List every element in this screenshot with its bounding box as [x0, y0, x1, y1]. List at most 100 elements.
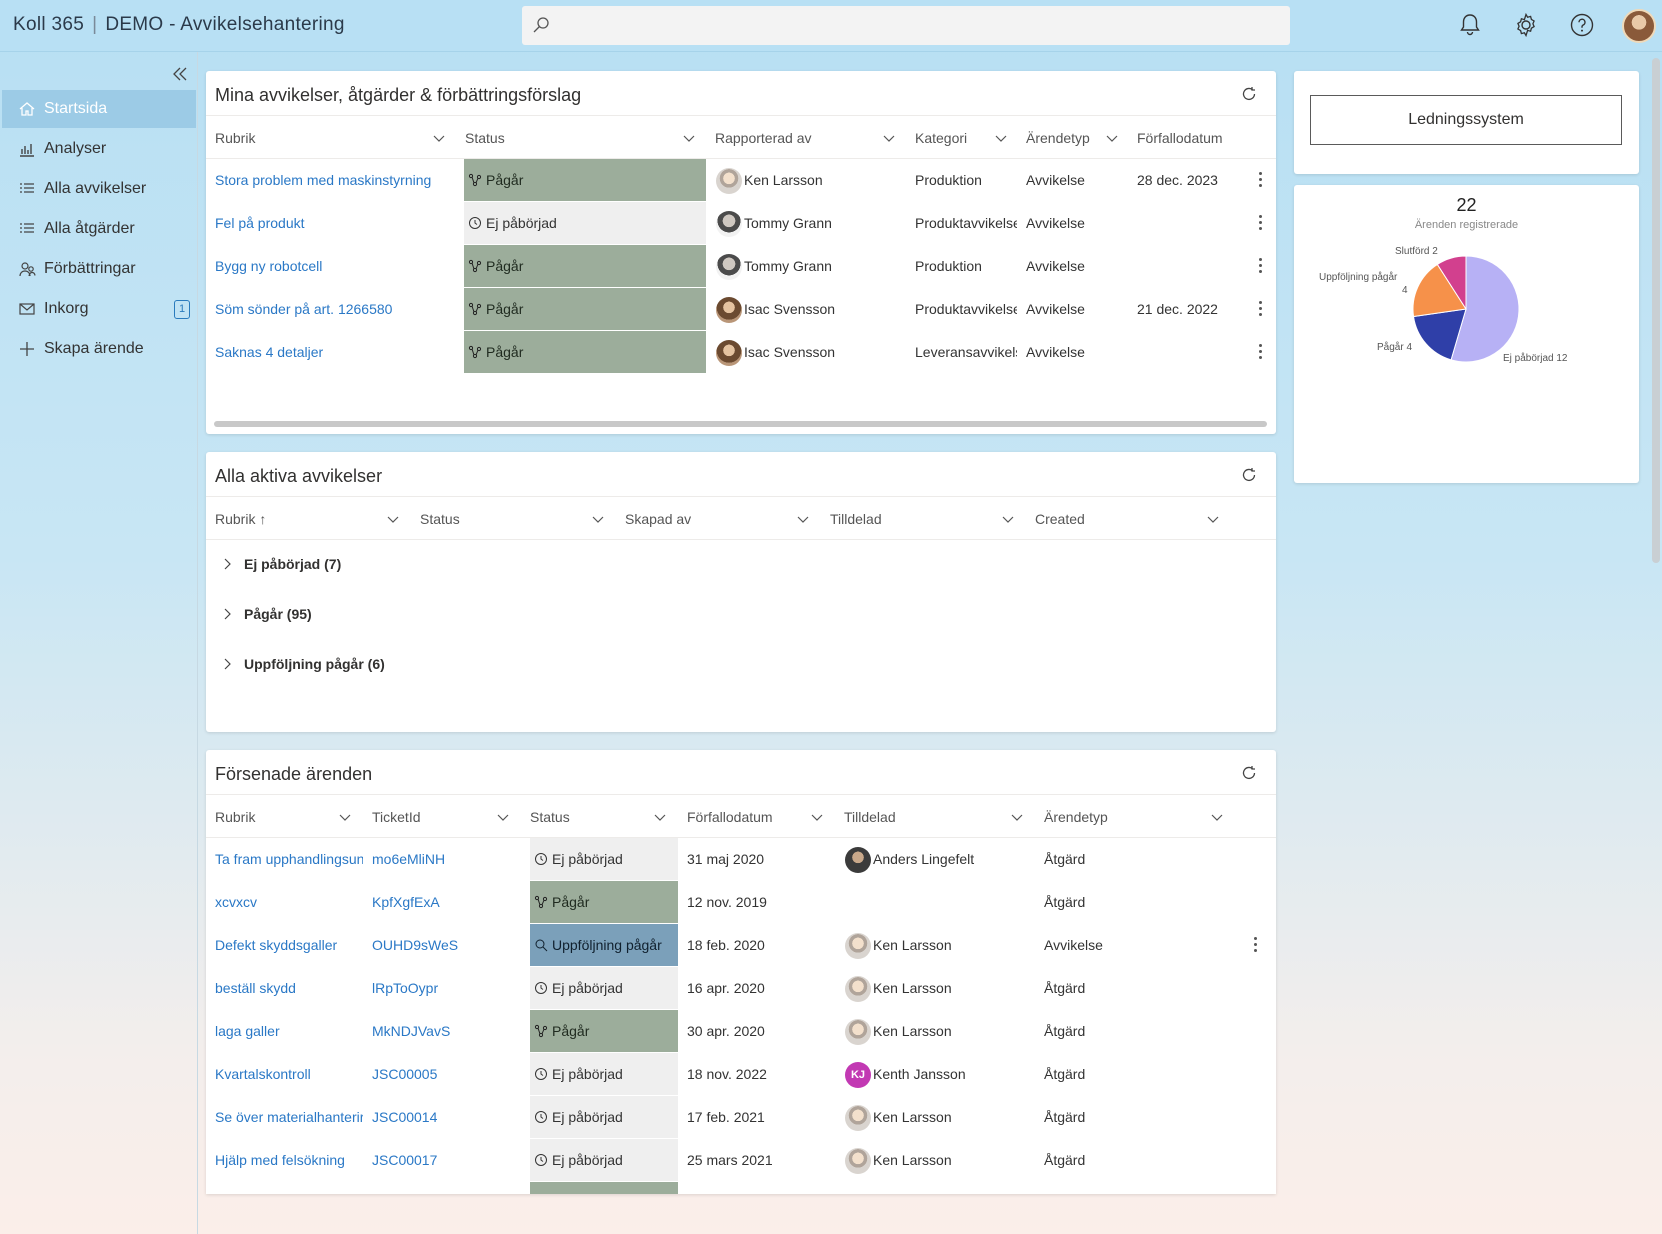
column-header-forfallodatum[interactable]: Förfallodatum: [678, 795, 835, 839]
column-header-status[interactable]: Status: [521, 795, 678, 839]
ticket-id[interactable]: OUHD9sWeS: [372, 937, 459, 953]
ticket-id[interactable]: KpfXgfExA: [372, 894, 440, 910]
progress-icon: [534, 895, 548, 909]
table-row[interactable]: Söm sönder på art. 1266580 Pågår Isac Sv…: [206, 288, 1276, 331]
table-row[interactable]: Bygg ny robotcell Pågår Tommy Grann Prod…: [206, 245, 1276, 288]
column-header-kategori[interactable]: Kategori: [906, 116, 1017, 160]
refresh-icon[interactable]: [1240, 466, 1258, 484]
more-options-icon[interactable]: [1259, 301, 1263, 317]
table-row[interactable]: Defekt skyddsgaller OUHD9sWeS Uppföljnin…: [206, 924, 1276, 967]
clock-icon: [535, 853, 547, 865]
search-box[interactable]: [522, 6, 1290, 45]
table-row[interactable]: Hjälp med felsökning JSC00017 Ej påbörja…: [206, 1139, 1276, 1182]
more-options-icon[interactable]: [1259, 258, 1263, 274]
sidebar-item-inkorg[interactable]: Inkorg 1: [2, 290, 196, 328]
table-row[interactable]: Ta fram upphandlingsun mo6eMliNH Ej påbö…: [206, 838, 1276, 881]
pie-slice-pågår[interactable]: [1412, 308, 1467, 361]
user-avatar[interactable]: [1622, 9, 1656, 43]
more-options-icon[interactable]: [1254, 937, 1258, 953]
group-pagar[interactable]: Pågår (95): [220, 606, 312, 622]
status-label: Pågår: [552, 893, 590, 910]
arendetyp: Avvikelse: [1026, 344, 1085, 360]
rubrik-link[interactable]: Ta fram upphandlingsun: [215, 851, 363, 867]
ledningssystem-button[interactable]: Ledningssystem: [1310, 95, 1622, 145]
column-header-forfallodatum[interactable]: Förfallodatum: [1128, 116, 1238, 160]
rubrik-link[interactable]: Se över materialhanterir: [215, 1109, 363, 1125]
column-header-status[interactable]: Status: [411, 497, 616, 541]
table-row[interactable]: Se över materialhanterir JSC00014 Ej påb…: [206, 1096, 1276, 1139]
column-header-ticketid[interactable]: TicketId: [363, 795, 521, 839]
column-header-arendetyp[interactable]: Ärendetyp: [1035, 795, 1235, 839]
column-header-created[interactable]: Created: [1026, 497, 1231, 541]
pie-slice-uppföljning-pågår[interactable]: [1412, 263, 1467, 318]
notifications-button[interactable]: [1457, 12, 1483, 41]
rubrik-link[interactable]: Defekt skyddsgaller: [215, 937, 338, 953]
ticket-id[interactable]: JSC00017: [372, 1152, 438, 1168]
table-row[interactable]: Fel på produkt Ej påbörjad Tommy Grann P…: [206, 202, 1276, 245]
help-button[interactable]: [1569, 12, 1595, 41]
ticket-id[interactable]: lRpToOypr: [372, 980, 439, 996]
sidebar-item-startsida[interactable]: Startsida: [2, 90, 196, 128]
arendetyp: Åtgärd: [1044, 851, 1086, 867]
column-header-rubrik[interactable]: Rubrik: [206, 116, 456, 160]
group-ej-paborjad[interactable]: Ej påbörjad (7): [220, 556, 341, 572]
ticket-id[interactable]: JSC00014: [372, 1109, 438, 1125]
column-header-tilldelad[interactable]: Tilldelad: [835, 795, 1035, 839]
column-header-rubrik[interactable]: Rubrik ↑: [206, 497, 411, 541]
rubrik-link[interactable]: Söm sönder på art. 1266580: [215, 301, 393, 317]
rubrik-link[interactable]: Saknas 4 detaljer: [215, 344, 324, 360]
pie-slice-slutförd[interactable]: [1436, 255, 1467, 311]
rubrik-link[interactable]: Kvartalskontroll: [215, 1066, 311, 1082]
more-options-icon[interactable]: [1259, 344, 1263, 360]
sidebar-item-skapa-arende[interactable]: Skapa ärende: [2, 330, 196, 368]
column-header-status[interactable]: Status: [456, 116, 706, 160]
sidebar-item-forbattringar[interactable]: Förbättringar: [2, 250, 196, 288]
avatar: [716, 210, 742, 237]
column-header-tilldelad[interactable]: Tilldelad: [821, 497, 1026, 541]
ticket-id[interactable]: JSC00005: [372, 1066, 438, 1082]
rubrik-link[interactable]: Stora problem med maskinstyrning: [215, 172, 432, 188]
collapse-sidebar-icon[interactable]: [170, 64, 190, 84]
sidebar-item-alla-avvikelser[interactable]: Alla avvikelser: [2, 170, 196, 208]
more-options-icon[interactable]: [1259, 215, 1263, 231]
table-row[interactable]: beställ skydd lRpToOypr Ej påbörjad 16 a…: [206, 967, 1276, 1010]
refresh-icon[interactable]: [1240, 764, 1258, 782]
rubrik-link[interactable]: xcvxcv: [215, 894, 257, 910]
ticket-id[interactable]: mo6eMliNH: [372, 851, 446, 867]
rubrik-link[interactable]: Fel på produkt: [215, 215, 305, 231]
sidebar-item-analyser[interactable]: Analyser: [2, 130, 196, 168]
status-badge: Pågår: [464, 288, 706, 330]
refresh-icon[interactable]: [1240, 85, 1258, 103]
more-options-icon[interactable]: [1259, 172, 1263, 188]
app-brand[interactable]: Koll 365 | DEMO - Avvikelsehantering: [13, 14, 345, 36]
rubrik-link[interactable]: Bygg ny robotcell: [215, 258, 323, 274]
table-row[interactable]: xcvxcv KpfXgfExA Pågår 12 nov. 2019 Åtgä…: [206, 881, 1276, 924]
help-icon: [1570, 13, 1594, 37]
rubrik-link[interactable]: beställ skydd: [215, 980, 296, 996]
sidebar-item-label: Förbättringar: [44, 260, 136, 277]
rubrik-link[interactable]: Hjälp med felsökning: [215, 1152, 345, 1168]
column-label: Rubrik: [215, 809, 256, 825]
sidebar-item-alla-atgarder[interactable]: Alla åtgärder: [2, 210, 196, 248]
column-header-rubrik[interactable]: Rubrik: [206, 795, 363, 839]
settings-button[interactable]: [1513, 12, 1539, 41]
table-row[interactable]: Stora problem med maskinstyrning Pågår K…: [206, 159, 1276, 202]
ticket-id[interactable]: MkNDJVavS: [372, 1023, 451, 1039]
assignee: Ken Larsson: [839, 1139, 1035, 1182]
chevron-down-icon: [1207, 516, 1219, 523]
arendetyp: Avvikelse: [1026, 172, 1085, 188]
column-header-rapporterad-av[interactable]: Rapporterad av: [706, 116, 906, 160]
group-uppfoljning-pagar[interactable]: Uppföljning pågår (6): [220, 656, 385, 672]
column-header-skapad-av[interactable]: Skapad av: [616, 497, 821, 541]
table-row[interactable]: Kvartalskontroll JSC00005 Ej påbörjad 18…: [206, 1053, 1276, 1096]
column-label: Created: [1035, 511, 1085, 527]
table-row[interactable]: laga galler MkNDJVavS Pågår 30 apr. 2020…: [206, 1010, 1276, 1053]
due-date: 31 maj 2020: [687, 851, 765, 867]
avatar: [845, 1147, 871, 1174]
column-header-arendetyp[interactable]: Ärendetyp: [1017, 116, 1128, 160]
table-row[interactable]: Saknas 4 detaljer Pågår Isac Svensson Le…: [206, 331, 1276, 374]
page-scrollbar[interactable]: [1652, 58, 1660, 563]
pie-slice-ej-påbörjad[interactable]: [1450, 255, 1520, 363]
rubrik-link[interactable]: laga galler: [215, 1023, 280, 1039]
horizontal-scrollbar[interactable]: [214, 421, 1267, 427]
